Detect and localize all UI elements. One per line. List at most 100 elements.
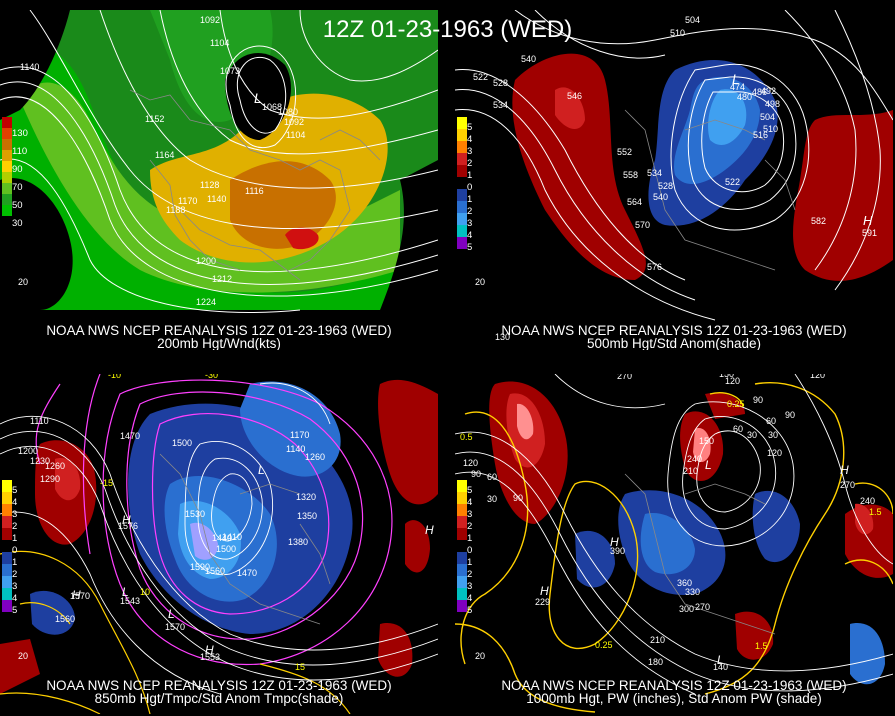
svg-text:60: 60 xyxy=(487,472,497,482)
caption-850mb-source: NOAA NWS NCEP REANALYSIS 12Z 01-23-1963 … xyxy=(46,678,392,693)
svg-text:20: 20 xyxy=(18,651,28,661)
svg-text:L: L xyxy=(732,71,740,87)
svg-text:30: 30 xyxy=(768,430,778,440)
svg-text:1320: 1320 xyxy=(296,492,316,502)
svg-text:150: 150 xyxy=(699,436,714,446)
svg-text:1440: 1440 xyxy=(212,533,232,543)
svg-text:-30: -30 xyxy=(205,374,218,380)
svg-text:1092: 1092 xyxy=(200,15,220,25)
svg-text:1104: 1104 xyxy=(210,38,229,48)
svg-text:570: 570 xyxy=(635,220,650,230)
svg-text:20: 20 xyxy=(475,277,485,287)
svg-text:90: 90 xyxy=(785,410,795,420)
svg-text:120: 120 xyxy=(725,376,740,386)
svg-text:60: 60 xyxy=(766,416,776,426)
svg-text:504: 504 xyxy=(685,15,700,25)
panel-850mb: 1110 1200 1230 1260 1290 1470 1500 1170 … xyxy=(0,374,438,714)
svg-text:20: 20 xyxy=(475,651,485,661)
panel-200mb: 1092 1104 1140 1152 1164 1128 1116 1170 … xyxy=(0,10,438,350)
svg-text:130: 130 xyxy=(495,332,510,342)
caption-500mb-product: 500mb Hgt/Std Anom(shade) xyxy=(586,336,762,351)
svg-text:504: 504 xyxy=(760,112,775,122)
svg-text:1188: 1188 xyxy=(166,205,185,215)
svg-text:150: 150 xyxy=(719,374,734,379)
svg-text:H: H xyxy=(610,535,619,549)
svg-text:120: 120 xyxy=(767,448,782,458)
svg-text:1260: 1260 xyxy=(45,461,65,471)
svg-text:1092: 1092 xyxy=(284,117,304,127)
svg-text:L: L xyxy=(168,607,175,621)
map-title: 12Z 01-23-1963 (WED) xyxy=(322,16,573,43)
svg-text:-15: -15 xyxy=(100,478,113,488)
svg-text:1200: 1200 xyxy=(196,256,216,266)
svg-text:1068: 1068 xyxy=(262,102,282,112)
svg-text:180: 180 xyxy=(648,657,663,667)
svg-text:1104: 1104 xyxy=(286,130,305,140)
svg-text:1170: 1170 xyxy=(178,196,197,206)
map-500mb: 504 510 522 528 534 540 546 552 558 564 … xyxy=(455,10,893,350)
svg-text:528: 528 xyxy=(658,181,673,191)
svg-text:1.5: 1.5 xyxy=(755,641,768,651)
svg-text:120: 120 xyxy=(810,374,825,380)
map-850mb: 1110 1200 1230 1260 1290 1470 1500 1170 … xyxy=(0,374,438,714)
svg-text:540: 540 xyxy=(521,54,536,64)
svg-text:L: L xyxy=(122,585,129,599)
svg-text:H: H xyxy=(540,584,549,598)
svg-text:1230: 1230 xyxy=(30,456,50,466)
svg-text:270: 270 xyxy=(840,480,855,490)
svg-text:1560: 1560 xyxy=(205,566,225,576)
svg-text:522: 522 xyxy=(725,177,740,187)
svg-text:534: 534 xyxy=(493,100,508,110)
svg-text:140: 140 xyxy=(713,662,728,672)
svg-text:1140: 1140 xyxy=(286,444,305,454)
panel-500mb: 504 510 522 528 534 540 546 552 558 564 … xyxy=(455,10,893,350)
svg-text:1128: 1128 xyxy=(200,180,219,190)
svg-text:L: L xyxy=(254,90,262,106)
svg-text:300: 300 xyxy=(679,604,694,614)
svg-text:0.25: 0.25 xyxy=(595,640,613,650)
svg-text:229: 229 xyxy=(535,597,550,607)
svg-text:1500: 1500 xyxy=(216,544,236,554)
svg-text:1170: 1170 xyxy=(290,430,309,440)
svg-text:90: 90 xyxy=(471,469,481,479)
svg-text:1470: 1470 xyxy=(120,431,140,441)
svg-text:510: 510 xyxy=(670,28,685,38)
svg-text:1543: 1543 xyxy=(120,596,140,606)
svg-text:60: 60 xyxy=(733,424,743,434)
caption-200mb-product: 200mb Hgt/Wnd(kts) xyxy=(157,336,281,351)
svg-text:1152: 1152 xyxy=(145,114,164,124)
svg-text:1260: 1260 xyxy=(305,452,325,462)
svg-text:1212: 1212 xyxy=(212,274,232,284)
svg-text:H: H xyxy=(205,643,214,657)
colorbar-500mb xyxy=(457,117,467,249)
svg-text:1410: 1410 xyxy=(222,532,242,542)
svg-text:552: 552 xyxy=(617,147,632,157)
svg-text:1570: 1570 xyxy=(70,591,90,601)
svg-text:15: 15 xyxy=(295,662,305,672)
svg-text:20: 20 xyxy=(18,277,28,287)
svg-text:1576: 1576 xyxy=(118,521,138,531)
svg-text:210: 210 xyxy=(683,466,698,476)
colorbar-200mb xyxy=(2,117,12,216)
svg-text:1570: 1570 xyxy=(165,622,185,632)
svg-text:1080: 1080 xyxy=(278,107,298,117)
svg-text:90: 90 xyxy=(753,395,763,405)
svg-text:516: 516 xyxy=(753,130,768,140)
map-1000mb: 270 150 120 120 90 60 30 30 60 90 120 12… xyxy=(455,374,893,714)
svg-text:1560: 1560 xyxy=(55,614,75,624)
svg-text:492: 492 xyxy=(761,86,776,96)
svg-text:546: 546 xyxy=(567,91,582,101)
svg-text:486: 486 xyxy=(752,87,767,97)
svg-text:1164: 1164 xyxy=(155,150,174,160)
svg-text:498: 498 xyxy=(765,99,780,109)
map-200mb: 1092 1104 1140 1152 1164 1128 1116 1170 … xyxy=(0,10,438,350)
svg-text:1073: 1073 xyxy=(220,66,240,76)
svg-text:510: 510 xyxy=(763,124,778,134)
svg-text:1110: 1110 xyxy=(30,416,49,426)
svg-text:1470: 1470 xyxy=(237,568,257,578)
svg-text:540: 540 xyxy=(653,192,668,202)
svg-text:360: 360 xyxy=(677,578,692,588)
svg-text:L: L xyxy=(258,463,265,477)
svg-text:1350: 1350 xyxy=(297,511,317,521)
svg-text:1140: 1140 xyxy=(207,194,226,204)
